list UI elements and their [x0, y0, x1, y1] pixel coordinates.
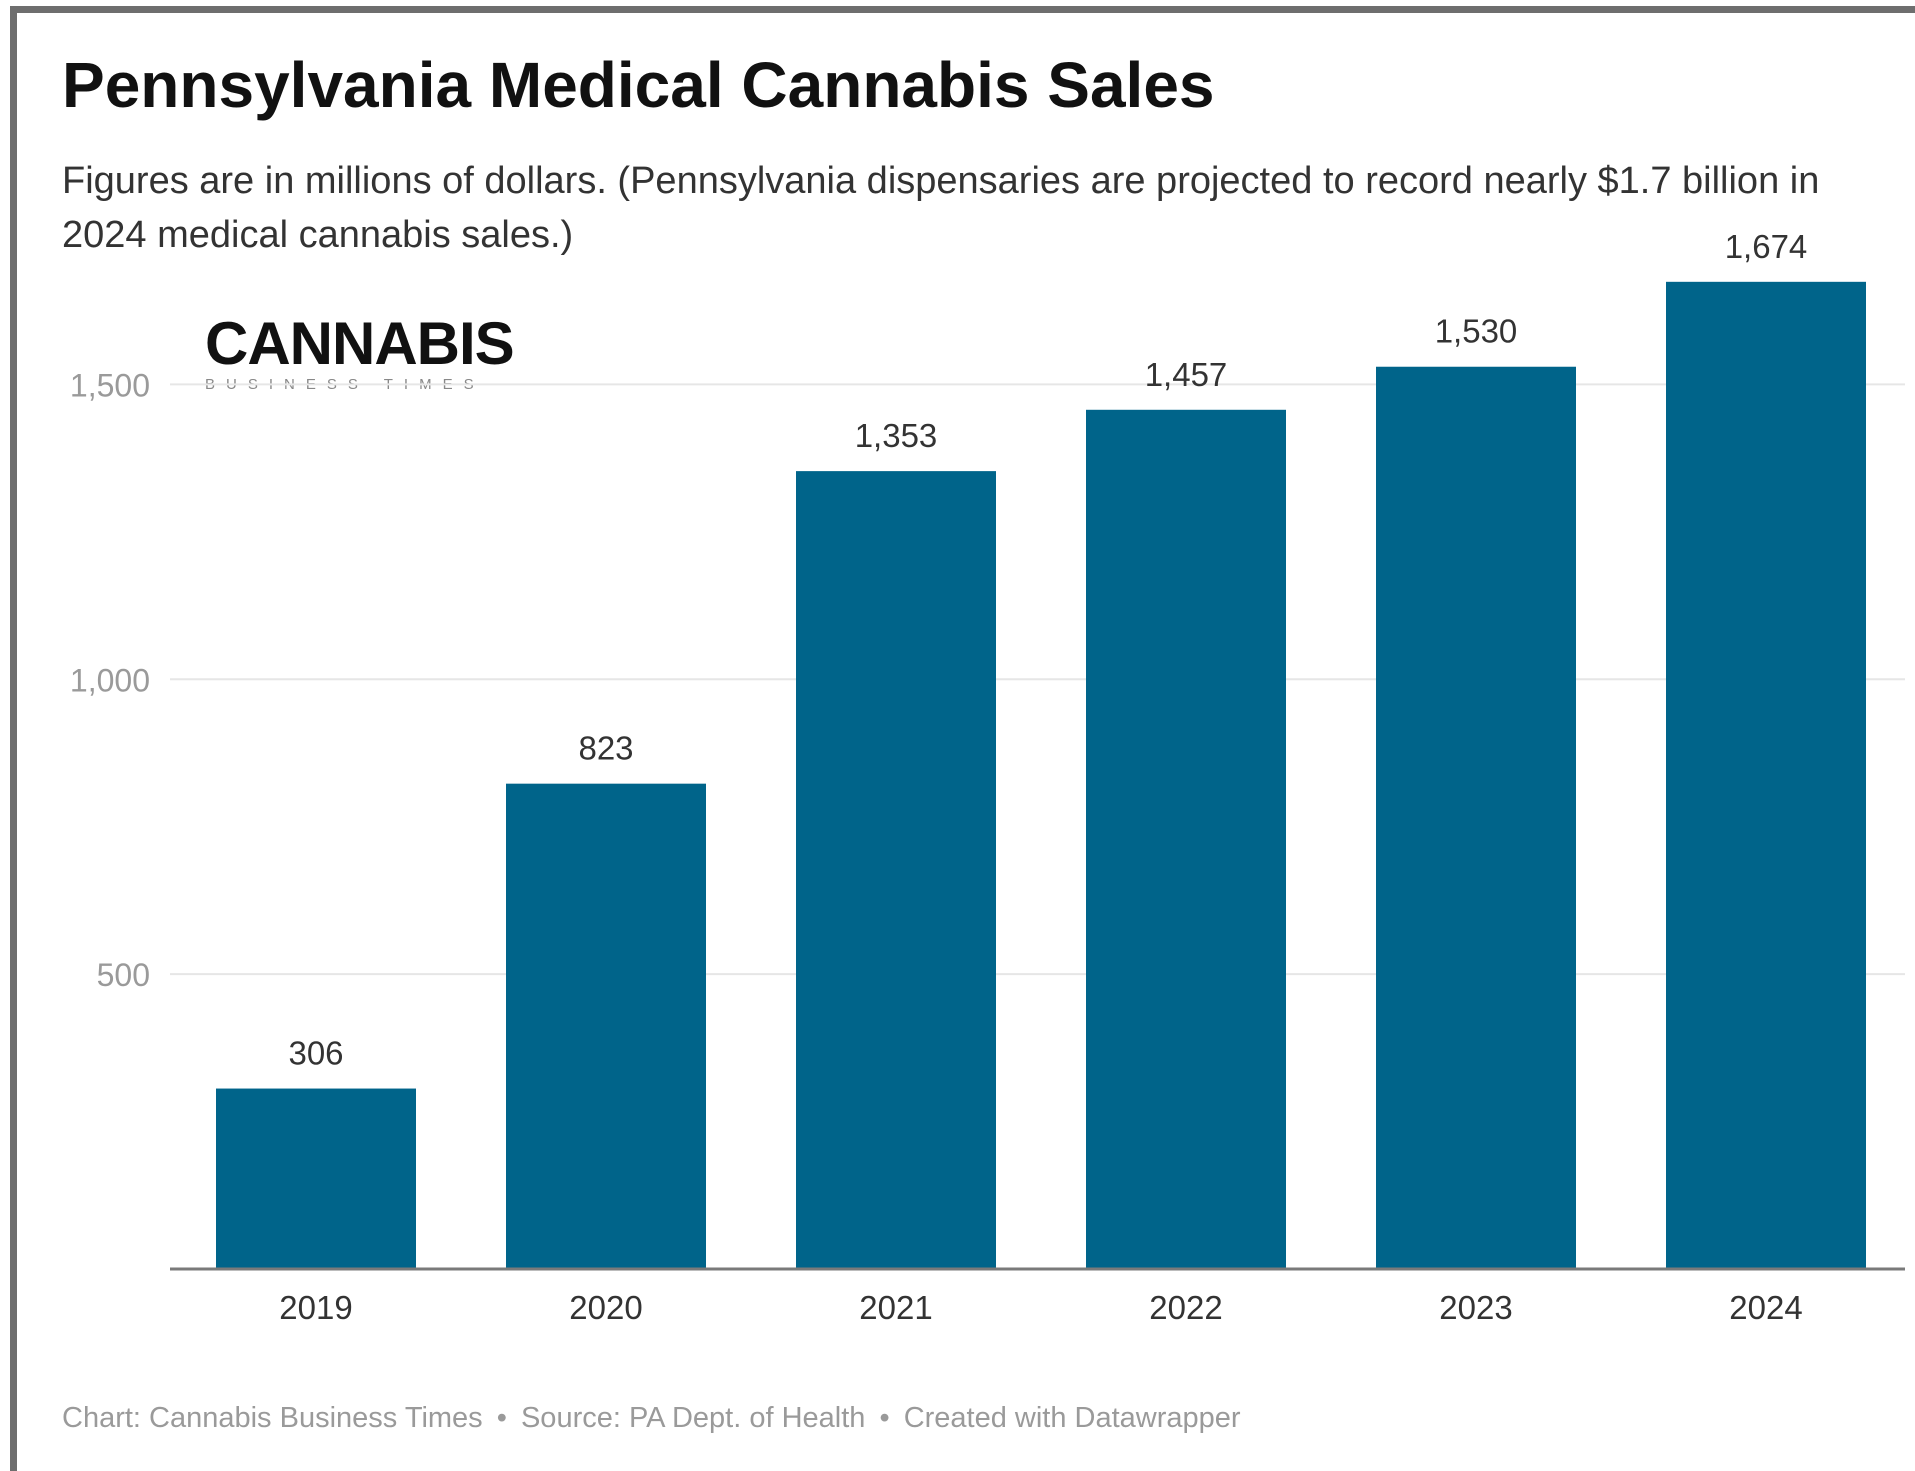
- x-tick-label-2023: 2023: [1439, 1289, 1512, 1326]
- x-tick-label-2020: 2020: [569, 1289, 642, 1326]
- x-tick-label-2021: 2021: [859, 1289, 932, 1326]
- publisher-logo: CANNABIS BUSINESS TIMES: [205, 310, 515, 394]
- bar-2020: [506, 783, 706, 1269]
- y-tick-label-1500: 1,500: [70, 367, 150, 403]
- bar-2019: [216, 1088, 416, 1269]
- chart-subtitle: Figures are in millions of dollars. (Pen…: [62, 160, 1820, 256]
- y-tick-label-1000: 1,000: [70, 662, 150, 698]
- footer-separator-1: •: [496, 1402, 507, 1434]
- value-label-2019: 306: [288, 1035, 343, 1072]
- bar-2024: [1666, 281, 1866, 1269]
- value-label-2024: 1,674: [1725, 228, 1808, 265]
- bar-2022: [1086, 409, 1286, 1270]
- value-label-2022: 1,457: [1145, 356, 1228, 393]
- value-label-2020: 823: [578, 730, 633, 767]
- chart-footer: Chart: Cannabis Business Times • Source:…: [62, 1402, 1241, 1435]
- x-tick-label-2024: 2024: [1729, 1289, 1802, 1326]
- value-label-2023: 1,530: [1435, 313, 1518, 350]
- x-tick-label-2022: 2022: [1149, 1289, 1222, 1326]
- x-tick-label-2019: 2019: [279, 1289, 352, 1326]
- footer-source: Source: PA Dept. of Health: [520, 1402, 866, 1434]
- y-tick-label-500: 500: [97, 957, 150, 993]
- bar-2023: [1376, 366, 1576, 1269]
- bar-chart: 500 1,000 1,500 306 2019 823 2020 1,353 2021 1,45…: [70, 228, 1905, 1326]
- logo-wordmark: CANNABIS: [205, 310, 515, 377]
- chart-title: Pennsylvania Medical Cannabis Sales: [62, 49, 1215, 121]
- bar-2021: [796, 471, 996, 1269]
- value-label-2021: 1,353: [855, 417, 938, 454]
- footer-separator-2: •: [879, 1402, 890, 1434]
- footer-chart-credit: Chart: Cannabis Business Times: [62, 1402, 483, 1434]
- footer-tool-credit: Created with Datawrapper: [903, 1402, 1241, 1434]
